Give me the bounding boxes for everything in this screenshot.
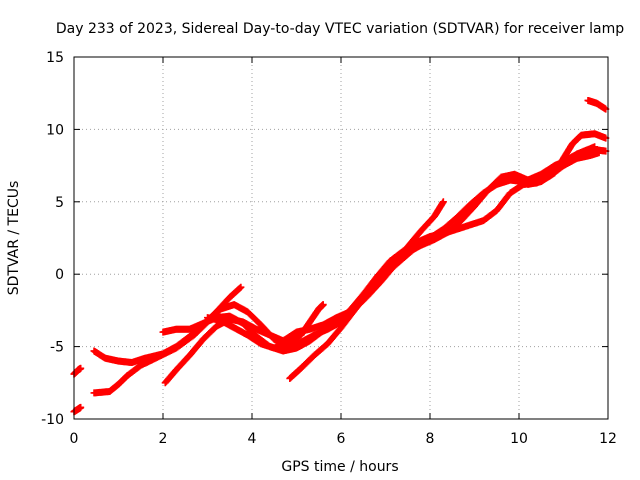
y-axis-label: SDTVAR / TECUs — [6, 181, 22, 296]
x-tick-labels: 0 2 4 6 8 10 12 — [70, 431, 617, 447]
data-points — [70, 96, 610, 416]
series-track-10 — [584, 96, 610, 113]
x-tick-label: 12 — [599, 431, 617, 447]
data-point — [319, 301, 327, 309]
data-point — [77, 364, 85, 372]
x-axis-label: GPS time / hours — [281, 459, 398, 475]
x-tick-label: 10 — [510, 431, 528, 447]
data-point — [77, 403, 85, 411]
data-point — [237, 283, 245, 291]
x-tick-label: 0 — [70, 431, 79, 447]
x-tick-label: 8 — [426, 431, 435, 447]
series-track-8 — [286, 146, 610, 382]
y-tick-labels: -10 -5 0 5 10 15 — [41, 50, 64, 428]
y-tick-label: 10 — [46, 122, 64, 138]
data-point — [439, 198, 447, 206]
series-track-1 — [70, 364, 85, 378]
axis-ticks — [73, 56, 609, 420]
x-tick-label: 2 — [159, 431, 168, 447]
y-tick-label: -10 — [41, 412, 64, 428]
x-tick-label: 4 — [248, 431, 257, 447]
y-tick-label: -5 — [50, 340, 64, 356]
y-tick-label: 15 — [46, 50, 64, 66]
x-tick-label: 6 — [337, 431, 346, 447]
series-track-2 — [70, 403, 85, 416]
y-tick-label: 5 — [55, 195, 64, 211]
series-track-7 — [204, 301, 327, 352]
y-tick-label: 0 — [55, 267, 64, 283]
chart-title: Day 233 of 2023, Sidereal Day-to-day VTE… — [56, 21, 624, 37]
